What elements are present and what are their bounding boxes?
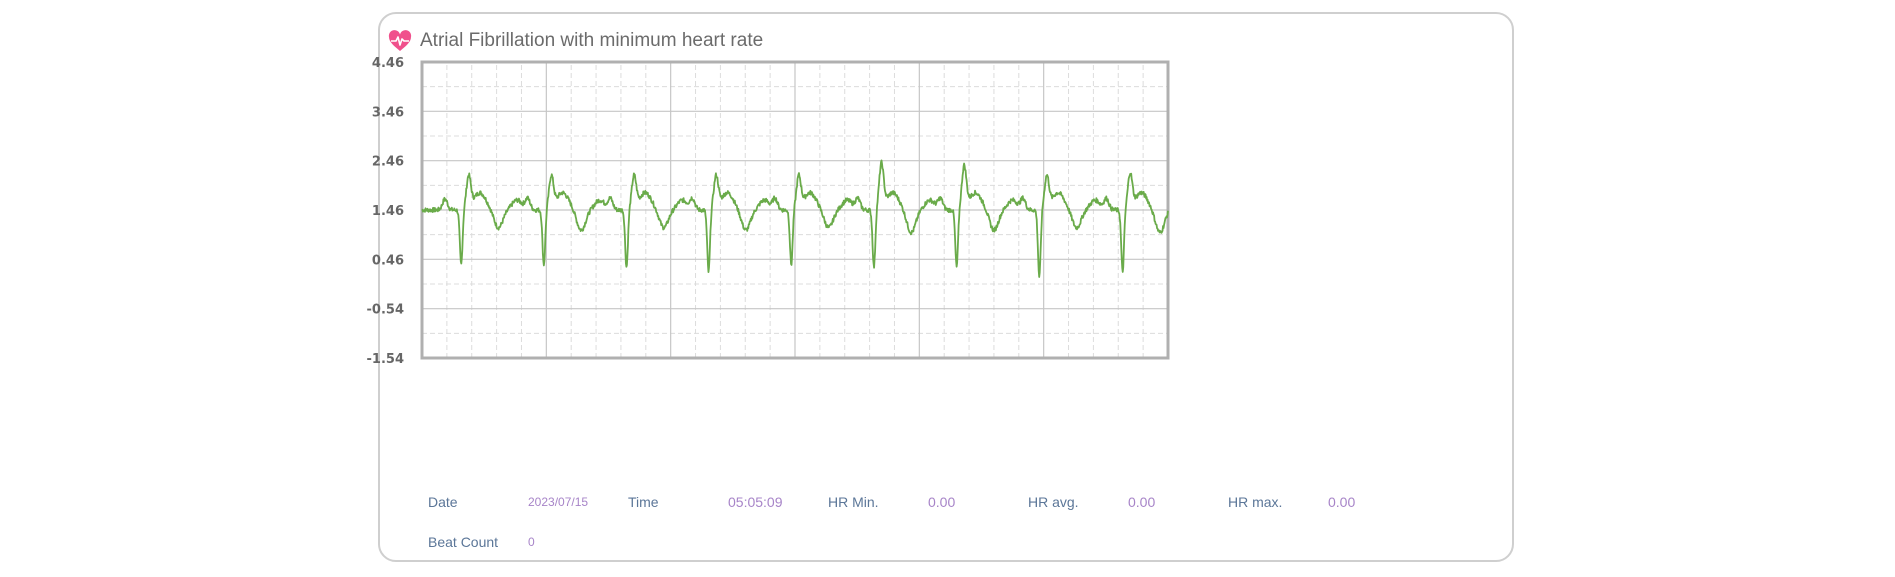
- heart-icon: [388, 30, 412, 51]
- hr-min-label: HR Min.: [828, 494, 879, 510]
- hr-min-value: 0.00: [928, 494, 956, 510]
- y-tick-label: 1.46: [372, 204, 404, 219]
- y-tick-label: -1.54: [367, 352, 404, 367]
- card-title: Atrial Fibrillation with minimum heart r…: [420, 30, 764, 51]
- card-header: Atrial Fibrillation with minimum heart r…: [388, 30, 763, 52]
- ecg-series-line: [421, 159, 1169, 278]
- y-tick-label: 4.46: [372, 56, 404, 71]
- hr-max-label: HR max.: [1228, 494, 1283, 510]
- time-label: Time: [628, 494, 659, 510]
- time-value: 05:05:09: [728, 494, 783, 510]
- y-tick-label: 3.46: [372, 105, 404, 120]
- y-tick-label: 2.46: [372, 155, 404, 170]
- ecg-card: Atrial Fibrillation with minimum heart r…: [378, 12, 1514, 562]
- y-tick-label: 0.46: [372, 253, 404, 268]
- hr-max-value: 0.00: [1328, 494, 1356, 510]
- beat-count-value: 0: [528, 535, 535, 549]
- date-label: Date: [428, 494, 458, 510]
- hr-avg-label: HR avg.: [1028, 494, 1079, 510]
- hr-avg-value: 0.00: [1128, 494, 1156, 510]
- ecg-chart: 4.46 3.46 2.46 1.46 0.46 -0.54 -1.54: [367, 56, 1170, 367]
- beat-count-label: Beat Count: [428, 534, 499, 550]
- y-tick-label: -0.54: [367, 303, 404, 318]
- date-value: 2023/07/15: [528, 495, 589, 509]
